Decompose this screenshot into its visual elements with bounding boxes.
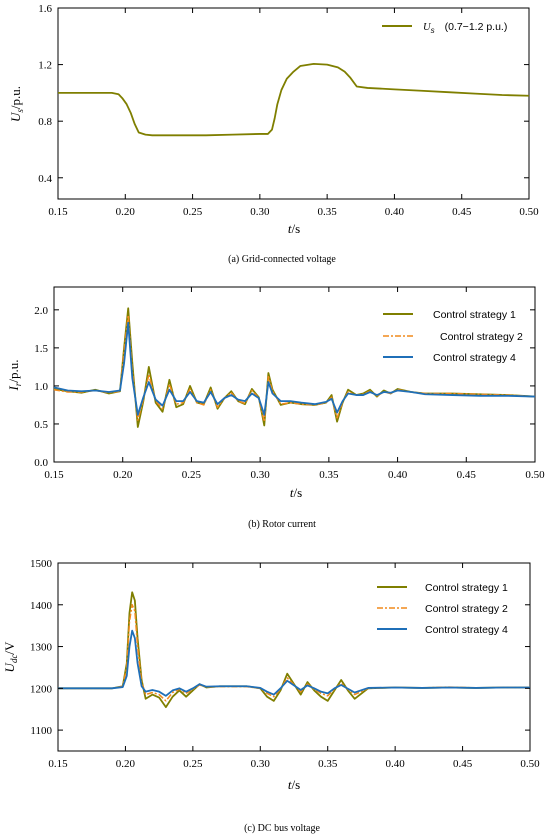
panel-b: 0.15 0.20 0.25 0.30 0.35 0.40 0.45 0.50 0.0 0.5 1… xyxy=(6,286,545,530)
y-axis-label-sub: r xyxy=(13,382,23,386)
y-axis-label-unit: /p.u. xyxy=(8,86,23,109)
y-axis-label-unit: /V xyxy=(2,641,17,655)
y-tick-label: 2.0 xyxy=(34,305,48,317)
caption: (a) Grid-connected voltage xyxy=(228,254,336,265)
caption: (b) Rotor current xyxy=(248,519,316,530)
y-tick-label: 1.2 xyxy=(38,60,52,72)
legend-us-main: U xyxy=(423,22,432,33)
y-axis-label: Us/p.u. xyxy=(8,86,25,122)
x-axis-label-main: t xyxy=(290,485,294,500)
x-tick-label: 0.30 xyxy=(251,469,271,481)
legend-label-strategy-2: Control strategy 2 xyxy=(440,331,523,343)
y-tick-label: 1.6 xyxy=(38,3,52,15)
x-tick-label: 0.40 xyxy=(385,206,405,218)
y-axis-label-main: U xyxy=(2,661,17,672)
panel-a: 0.15 0.20 0.25 0.30 0.35 0.40 0.45 0.50 0.4 0.8 1… xyxy=(8,3,539,265)
x-axis-label-unit: /s xyxy=(291,777,300,792)
legend-label-strategy-4: Control strategy 4 xyxy=(433,352,516,364)
legend: Control strategy 1 Control strategy 2 Co… xyxy=(377,582,508,636)
x-tick-label: 0.20 xyxy=(116,206,136,218)
x-tick-label: 0.50 xyxy=(520,758,540,770)
x-axis-label-unit: /s xyxy=(293,485,302,500)
legend-label-strategy-1: Control strategy 1 xyxy=(425,582,508,594)
x-axis: 0.15 0.20 0.25 0.30 0.35 0.40 0.45 0.50 xyxy=(48,563,540,770)
x-tick-label: 0.45 xyxy=(452,206,472,218)
x-tick-label: 0.15 xyxy=(48,758,68,770)
legend-us-sub: s xyxy=(431,26,435,35)
x-tick-label: 0.35 xyxy=(318,206,338,218)
y-axis-label: Ir/p.u. xyxy=(6,360,23,392)
x-tick-label: 0.15 xyxy=(48,206,68,218)
y-tick-label: 0.0 xyxy=(34,457,48,469)
legend-label-strategy-1: Control strategy 1 xyxy=(433,309,516,321)
x-axis-label-unit: /s xyxy=(291,221,300,236)
x-axis: 0.15 0.20 0.25 0.30 0.35 0.40 0.45 0.50 xyxy=(48,8,539,218)
y-axis-label-main: U xyxy=(8,111,23,122)
series-line-3 xyxy=(53,321,536,416)
x-tick-label: 0.40 xyxy=(388,469,408,481)
x-tick-label: 0.25 xyxy=(183,758,203,770)
series-line-1 xyxy=(53,307,536,428)
y-axis: 0.0 0.5 1.0 1.5 2.0 xyxy=(34,305,535,469)
series-line-3 xyxy=(58,629,530,697)
x-tick-label: 0.20 xyxy=(113,469,133,481)
y-tick-label: 1300 xyxy=(30,642,53,654)
y-axis-label-unit: /p.u. xyxy=(6,360,21,383)
caption: (c) DC bus voltage xyxy=(244,823,320,834)
x-tick-label: 0.45 xyxy=(457,469,477,481)
y-tick-label: 0.4 xyxy=(38,173,52,185)
y-tick-label: 1400 xyxy=(30,600,53,612)
plot-frame xyxy=(57,562,531,752)
x-axis: 0.15 0.20 0.25 0.30 0.35 0.40 0.45 0.50 xyxy=(44,287,545,481)
legend-label-strategy-4: Control strategy 4 xyxy=(425,624,508,636)
x-axis-label: t/s xyxy=(290,485,302,500)
x-tick-label: 0.45 xyxy=(453,758,473,770)
legend: Us (0.7−1.2 p.u.) xyxy=(382,21,507,35)
x-tick-label: 0.25 xyxy=(183,206,203,218)
x-tick-label: 0.35 xyxy=(318,758,338,770)
x-tick-label: 0.40 xyxy=(386,758,406,770)
x-tick-label: 0.25 xyxy=(182,469,202,481)
y-tick-label: 0.5 xyxy=(34,419,48,431)
x-tick-label: 0.30 xyxy=(250,206,270,218)
x-tick-label: 0.30 xyxy=(251,758,271,770)
x-tick-label: 0.50 xyxy=(519,206,539,218)
y-axis-label-main: I xyxy=(6,385,21,391)
y-tick-label: 1100 xyxy=(30,725,52,737)
x-tick-label: 0.15 xyxy=(44,469,64,481)
x-axis-label-main: t xyxy=(288,777,292,792)
plot-frame xyxy=(57,7,530,200)
x-tick-label: 0.20 xyxy=(116,758,136,770)
y-tick-label: 1.5 xyxy=(34,343,48,355)
series-line-1 xyxy=(58,62,530,137)
x-axis-label: t/s xyxy=(288,777,300,792)
y-tick-label: 1.0 xyxy=(34,381,48,393)
series-layer xyxy=(53,307,536,428)
plot-frame xyxy=(53,286,536,463)
legend-us-note: (0.7−1.2 p.u.) xyxy=(445,21,508,33)
y-tick-label: 1200 xyxy=(30,683,53,695)
series-layer xyxy=(58,62,530,137)
legend: Control strategy 1 Control strategy 2 Co… xyxy=(383,309,523,364)
panel-c: 0.15 0.20 0.25 0.30 0.35 0.40 0.45 0.50 1100 120… xyxy=(2,558,540,834)
y-tick-label: 0.8 xyxy=(38,116,52,128)
x-tick-label: 0.50 xyxy=(525,469,545,481)
y-axis: 0.4 0.8 1.2 1.6 xyxy=(38,3,529,185)
series-layer xyxy=(58,591,530,709)
x-tick-label: 0.35 xyxy=(319,469,339,481)
x-axis-label: t/s xyxy=(288,221,300,236)
y-axis-label: Udc/V xyxy=(2,641,19,673)
legend-label-strategy-2: Control strategy 2 xyxy=(425,603,508,615)
y-axis-label-sub: dc xyxy=(9,655,19,664)
legend-label-us: Us (0.7−1.2 p.u.) xyxy=(423,21,507,35)
y-axis-label-sub: s xyxy=(15,109,25,113)
x-axis-label-main: t xyxy=(288,221,292,236)
y-axis: 1100 1200 1300 1400 1500 xyxy=(30,558,530,737)
y-tick-label: 1500 xyxy=(30,558,53,570)
